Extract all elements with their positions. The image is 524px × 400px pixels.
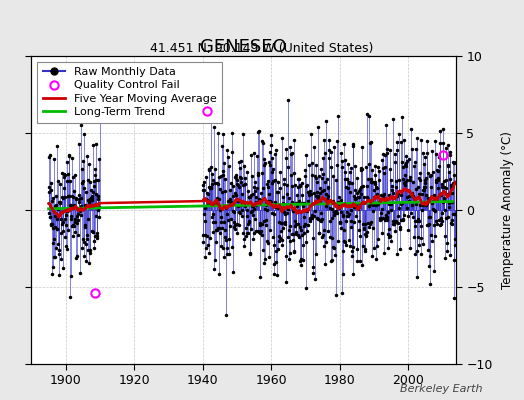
Y-axis label: Temperature Anomaly (°C): Temperature Anomaly (°C) — [501, 131, 514, 289]
Text: Berkeley Earth: Berkeley Earth — [400, 384, 482, 394]
Legend: Raw Monthly Data, Quality Control Fail, Five Year Moving Average, Long-Term Tren: Raw Monthly Data, Quality Control Fail, … — [37, 62, 222, 123]
Text: 41.451 N, 90.149 W (United States): 41.451 N, 90.149 W (United States) — [150, 42, 374, 55]
Title: GENESEO: GENESEO — [200, 38, 287, 56]
